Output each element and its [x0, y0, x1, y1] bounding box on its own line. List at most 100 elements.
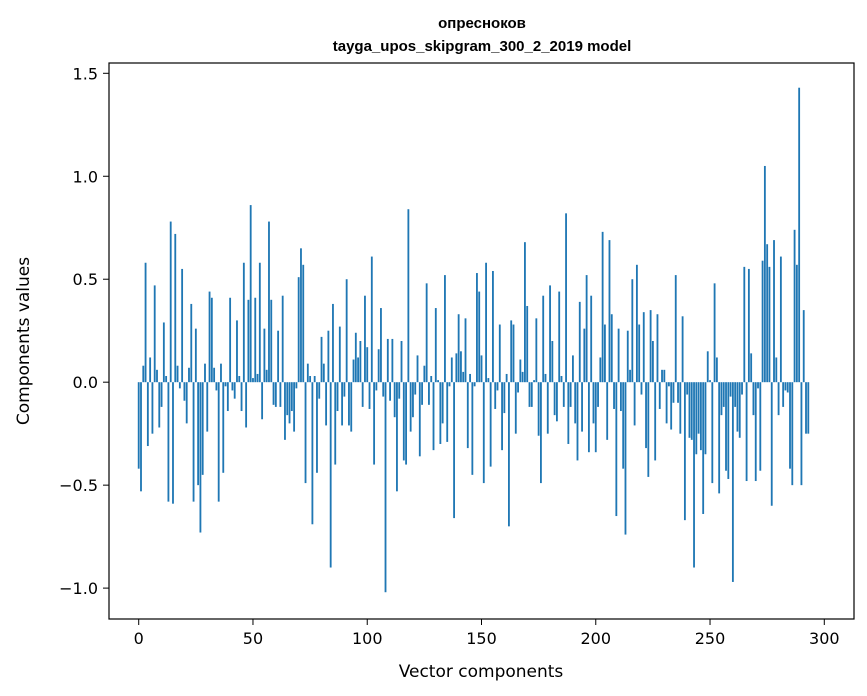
bar — [412, 382, 414, 418]
bar — [624, 382, 627, 535]
bar — [722, 382, 725, 407]
bar — [181, 268, 184, 383]
bar — [526, 305, 529, 383]
bar — [626, 330, 629, 383]
bar — [373, 382, 376, 465]
y-tick-label: 1.0 — [73, 167, 98, 186]
bar — [233, 382, 236, 399]
bar — [421, 382, 423, 405]
x-tick-label: 100 — [352, 629, 383, 648]
bar — [389, 382, 391, 401]
bar — [281, 295, 284, 383]
bar — [743, 266, 746, 383]
bar — [476, 273, 478, 383]
bar — [540, 382, 542, 484]
bar — [713, 283, 716, 383]
bar — [645, 382, 647, 449]
bar — [581, 382, 583, 432]
bar — [254, 297, 257, 383]
bar — [544, 373, 547, 383]
bar — [690, 382, 693, 440]
bar — [640, 382, 643, 395]
y-axis-ticks: −1.0 −0.5 0.0 0.5 1.0 1.5 — [59, 64, 109, 598]
bar — [446, 382, 449, 442]
bar — [473, 382, 476, 387]
bar — [471, 382, 474, 475]
bar — [320, 336, 323, 383]
bar — [306, 363, 309, 383]
bar — [407, 209, 410, 383]
bar — [583, 328, 586, 383]
bar — [414, 382, 417, 395]
bar — [747, 268, 750, 383]
bar — [466, 382, 469, 449]
bar — [386, 338, 389, 383]
bar — [501, 382, 503, 451]
bar — [549, 285, 551, 383]
bar — [167, 382, 170, 502]
bar — [384, 382, 387, 593]
bar — [663, 369, 666, 383]
bar — [498, 324, 501, 383]
bar — [556, 382, 558, 422]
bar — [457, 314, 460, 383]
x-axis-ticks: 0 50 100 150 200 250 300 — [134, 619, 840, 648]
bar — [222, 382, 225, 473]
bar — [293, 382, 296, 432]
bar — [667, 382, 670, 387]
bar — [786, 382, 789, 393]
bar — [615, 382, 618, 517]
bar — [656, 314, 659, 383]
bar — [508, 382, 510, 527]
bar — [375, 382, 378, 391]
bar — [197, 382, 200, 486]
bar — [441, 382, 444, 424]
bar — [651, 341, 654, 383]
bar — [309, 376, 312, 383]
bar — [617, 328, 620, 383]
bar — [295, 382, 298, 389]
bar — [546, 382, 549, 434]
bar — [706, 351, 709, 383]
bar — [597, 382, 599, 407]
bar — [670, 382, 673, 430]
bar — [635, 264, 638, 383]
bar — [807, 382, 810, 434]
bar — [354, 332, 357, 383]
bar — [519, 359, 522, 383]
bar — [619, 382, 622, 412]
bar — [530, 382, 533, 407]
bar — [140, 382, 142, 492]
bar — [217, 382, 220, 502]
bar — [720, 382, 723, 416]
bar — [460, 351, 462, 383]
bar — [601, 231, 604, 383]
bar — [480, 355, 483, 383]
bar — [642, 312, 645, 383]
bar — [503, 382, 506, 414]
bar — [199, 382, 202, 533]
bar — [770, 382, 773, 506]
bar — [485, 262, 487, 383]
bar — [261, 382, 264, 420]
bar — [572, 355, 574, 383]
bar — [761, 260, 764, 383]
bar — [322, 363, 325, 383]
bar — [697, 382, 700, 434]
bar — [338, 326, 341, 383]
bar — [238, 376, 241, 383]
bar — [535, 318, 538, 383]
bar — [542, 295, 545, 383]
bar — [702, 382, 705, 514]
y-tick-label: 0.5 — [73, 270, 98, 289]
bar — [798, 87, 801, 383]
bar — [704, 382, 707, 455]
bar — [418, 382, 421, 457]
bar — [279, 382, 282, 407]
bar — [757, 382, 759, 389]
bar — [268, 221, 270, 383]
bar — [263, 328, 266, 383]
bar — [462, 371, 465, 383]
